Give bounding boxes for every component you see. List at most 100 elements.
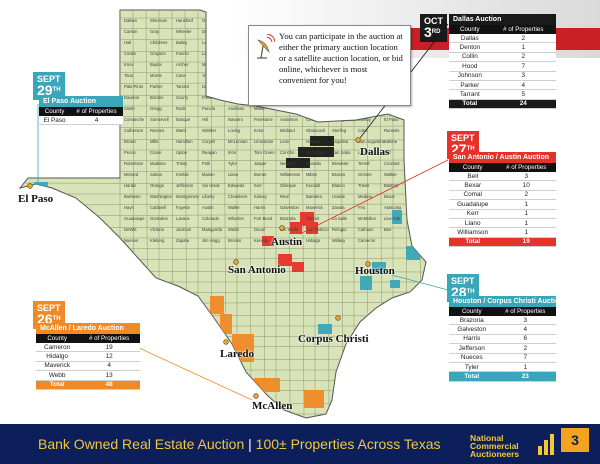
county-label: Pecos	[124, 150, 136, 155]
table-row: Tyler 1	[449, 362, 556, 373]
county-label: Winkler	[202, 128, 217, 133]
table-cell: Cameron	[36, 343, 79, 353]
auction-location-marker	[253, 393, 259, 399]
county-label: Howard	[280, 106, 295, 111]
county-label: Hays	[124, 205, 134, 210]
table-row: Johnson 3	[449, 71, 556, 81]
highlighted-county	[292, 262, 304, 272]
county-label: Tom Green	[254, 150, 275, 155]
table-cell: Llano	[449, 218, 497, 229]
auction-table-el-paso: El Paso Auction County # of Properties El …	[39, 96, 123, 126]
county-label: Terry	[228, 73, 238, 78]
highlighted-county	[220, 314, 232, 334]
highlighted-county	[318, 324, 332, 334]
table-cell: 10	[496, 180, 556, 191]
county-label: Sherman	[150, 18, 168, 23]
county-label: Glasscock	[306, 128, 326, 133]
county-label: Guadalupe	[124, 216, 145, 221]
table-cell: Kerr	[449, 209, 497, 219]
county-label: Chambers	[228, 194, 247, 199]
county-label: Hudspeth	[410, 117, 429, 122]
county-label: Matagorda	[202, 227, 223, 232]
county-label: Austin	[202, 205, 214, 210]
table-total-row: Total 48	[36, 380, 140, 390]
county-label: Frio	[358, 205, 366, 210]
county-label: Hill	[202, 117, 208, 122]
table-cell: 4	[70, 116, 123, 126]
county-label: Galveston	[280, 205, 300, 210]
county-label: Trinity	[176, 161, 188, 166]
county-label: Reeves	[150, 128, 164, 133]
county-label: Callahan	[384, 106, 401, 111]
county-label: Carson	[124, 29, 138, 34]
highlighted-county	[392, 210, 402, 224]
table-header-row: County # of Properties	[449, 307, 556, 316]
table-cell: Collin	[449, 52, 491, 63]
county-label: Childress	[150, 40, 167, 45]
county-label: Hemphill	[358, 18, 374, 23]
county-label: Maverick	[306, 205, 324, 210]
table-cell: 2	[490, 52, 556, 63]
table-cell: 7	[494, 353, 556, 363]
table-row: Williamson 1	[449, 227, 556, 238]
county-label: Brazoria	[280, 216, 296, 221]
county-label: Jefferson	[176, 183, 194, 188]
table-cell: Tyler	[449, 362, 495, 373]
county-label: Gregg	[150, 106, 162, 111]
county-label: Somervell	[150, 117, 169, 122]
county-label: Goliad	[410, 227, 423, 232]
table-cell: Galveston	[449, 324, 495, 335]
footer-title: Bank Owned Real Estate Auction | 100± Pr…	[38, 436, 441, 452]
county-label: Fayette	[176, 205, 191, 210]
county-label: Zapata	[176, 238, 190, 243]
county-label: Concho	[280, 150, 295, 155]
auction-location-marker	[355, 137, 361, 143]
county-label: Moore	[280, 18, 293, 23]
table-cell: Brazoria	[449, 316, 495, 326]
auction-table-dallas: Dallas Auction County # of Properties Dall…	[449, 14, 556, 110]
auction-table-houston: Houston / Corpus Christi Auction County #…	[449, 296, 564, 382]
county-label: McLennan	[228, 139, 248, 144]
highlighted-county	[390, 280, 400, 288]
county-label: Scurry	[176, 95, 189, 100]
table-cell: Parker	[449, 80, 491, 91]
county-label: Sabine	[384, 139, 398, 144]
county-label: Nueces	[124, 238, 138, 243]
auctioneer-logo-icon	[538, 434, 554, 455]
table-cell: Webb	[36, 370, 79, 381]
table-row: Hood 7	[449, 61, 556, 72]
auction-table-san-antonio: San Antonio / Austin Auction County # of …	[449, 152, 556, 248]
county-label: Borden	[150, 95, 164, 100]
table-cell: Jefferson	[449, 343, 495, 354]
column-header: County	[36, 334, 79, 343]
table-cell: Maverick	[36, 361, 79, 372]
county-label: Hardin	[124, 183, 137, 188]
county-label: Upton	[176, 150, 188, 155]
county-label: Coryell	[202, 139, 215, 144]
county-label: Newton	[280, 161, 295, 166]
county-label: Burnet	[254, 172, 267, 177]
table-row: Guadalupe 1	[449, 199, 556, 210]
table-header-row: County # of Properties	[449, 163, 556, 172]
county-label: Taylor	[358, 106, 370, 111]
county-label: Kerr	[254, 183, 263, 188]
county-label: Henderson	[410, 95, 431, 100]
table-row: Tarrant 5	[449, 89, 556, 100]
county-label: Palo Pinto	[124, 84, 144, 89]
county-label: Hale	[228, 40, 237, 45]
county-label: Red River	[228, 51, 247, 56]
city-label-mcallen: McAllen	[252, 400, 293, 412]
county-label: Culberson	[124, 128, 144, 133]
county-label: Harris	[254, 205, 265, 210]
county-label: Tyler	[228, 161, 238, 166]
column-header: # of Properties	[70, 107, 123, 116]
county-label: Madison	[150, 161, 166, 166]
table-cell: 1	[494, 362, 556, 373]
info-callout: You can participate in the auction at ei…	[248, 25, 411, 106]
county-label: Mitchell	[306, 106, 320, 111]
county-label: Lamb	[202, 40, 213, 45]
table-cell: 13	[78, 370, 140, 381]
column-header: # of Properties	[494, 307, 556, 316]
county-label: Jim Wells	[280, 227, 298, 232]
county-label: Dimmit	[306, 216, 320, 221]
